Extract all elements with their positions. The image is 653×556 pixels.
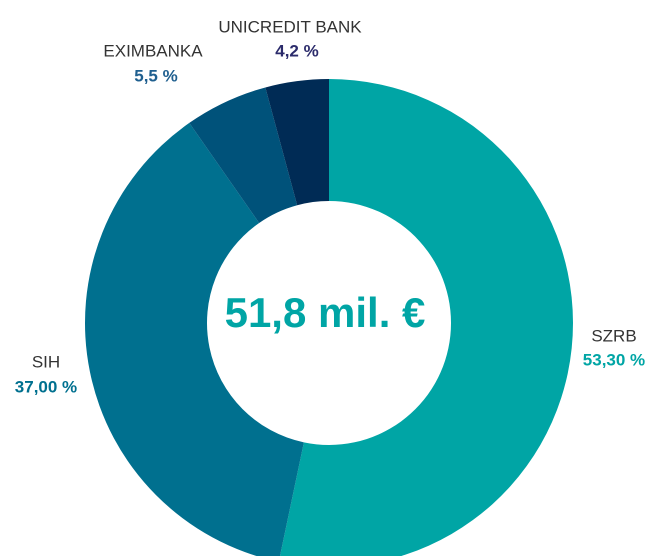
- segment-value: 5,5 %: [134, 66, 177, 85]
- donut-segment: [265, 79, 329, 206]
- segment-name: UNICREDIT BANK: [218, 17, 362, 36]
- donut-segment: [279, 79, 573, 556]
- segment-name: SZRB: [591, 326, 636, 345]
- segment-value: 37,00 %: [15, 377, 77, 396]
- donut-segment: [189, 87, 298, 223]
- segment-name: SIH: [32, 352, 60, 371]
- donut-segment: [85, 122, 304, 556]
- segment-value: 4,2 %: [275, 41, 318, 60]
- center-label: 51,8 mil. €: [225, 289, 426, 336]
- segment-value: 53,30 %: [583, 350, 645, 369]
- segment-name: EXIMBANKA: [103, 41, 203, 60]
